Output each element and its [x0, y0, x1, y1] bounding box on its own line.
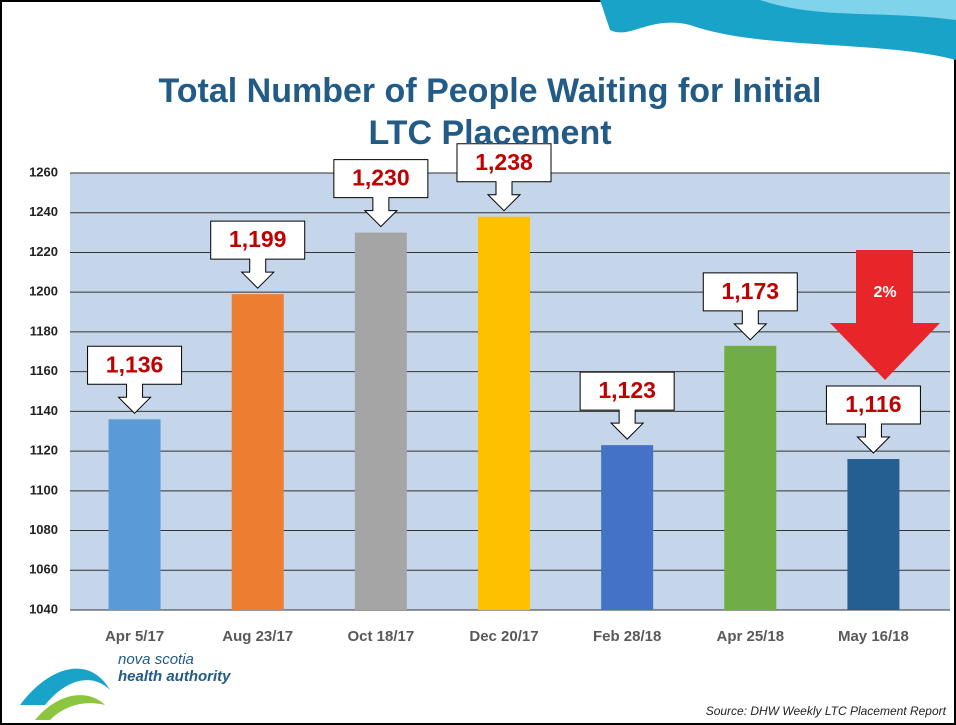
callout — [456, 143, 552, 212]
callout — [825, 385, 921, 454]
y-tick-label: 1060 — [29, 562, 58, 577]
decoration — [600, 0, 956, 60]
x-tick-label: Dec 20/17 — [469, 628, 538, 645]
source: Source: DHW Weekly LTC Placement Report — [706, 704, 947, 718]
x-tick-label: Feb 28/18 — [593, 628, 661, 645]
x-tick-label: May 16/18 — [838, 628, 909, 645]
chart-title: Total Number of People Waiting for Initi… — [158, 72, 822, 152]
logo-mark — [20, 668, 110, 705]
y-tick-label: 1100 — [30, 482, 58, 497]
value-label: 1,199 — [229, 226, 287, 252]
callout — [702, 272, 798, 341]
y-tick-label: 1220 — [29, 244, 58, 259]
decrease-arrow — [830, 250, 940, 380]
decoration — [760, 0, 956, 20]
value-label: 1,116 — [845, 391, 901, 417]
bars — [108, 216, 900, 610]
annotation: 2% — [873, 284, 896, 301]
bar — [354, 232, 407, 610]
bar — [724, 345, 777, 610]
y-tick-label: 1240 — [29, 204, 58, 219]
x-tick-label: Oct 18/17 — [347, 628, 414, 645]
y-tick-label: 1120 — [30, 443, 58, 458]
x-tick-label: Aug 23/17 — [222, 628, 293, 645]
bar — [231, 294, 284, 610]
y-tick-label: 1260 — [29, 164, 58, 179]
value-label: 1,230 — [352, 165, 410, 191]
logo-text: health authority — [118, 668, 231, 685]
bar — [108, 419, 161, 610]
callout — [87, 345, 183, 415]
y-tick-label: 1180 — [30, 323, 58, 338]
callout — [579, 371, 675, 440]
bar — [478, 216, 530, 610]
y-tick-label: 1140 — [30, 403, 58, 418]
x-tick-label: Apr 25/18 — [717, 628, 785, 645]
y-tick-label: 1040 — [29, 601, 58, 616]
logo-text: nova scotia — [118, 651, 194, 668]
value-label: 1,238 — [475, 149, 533, 175]
value-label: 1,136 — [106, 351, 164, 377]
value-label: 1,173 — [722, 278, 780, 304]
bar — [601, 445, 654, 610]
x-tick-label: Apr 5/17 — [105, 628, 164, 645]
logo-mark — [35, 695, 105, 720]
callout — [333, 159, 429, 228]
value-label: 1,123 — [598, 377, 656, 403]
callout — [210, 220, 306, 289]
y-tick-label: 1200 — [29, 284, 58, 299]
bar — [847, 459, 900, 610]
y-tick-label: 1080 — [29, 522, 58, 537]
y-tick-label: 1160 — [30, 363, 58, 378]
